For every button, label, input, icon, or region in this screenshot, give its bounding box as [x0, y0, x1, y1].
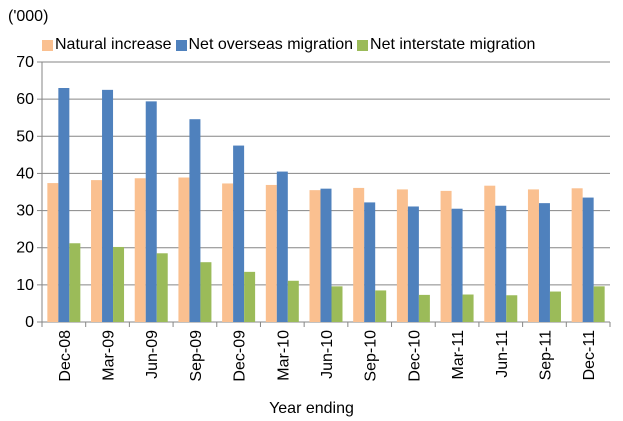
legend-item-natural-increase: Natural increase [42, 36, 172, 54]
x-tick-label: Mar-09 [101, 330, 118, 381]
bar-net-overseas-migration [58, 88, 70, 322]
bar-natural-increase [265, 184, 277, 322]
bar-net-interstate-migration [287, 280, 299, 322]
legend-label-net-overseas-migration: Net overseas migration [188, 36, 354, 53]
x-tick-label: Jun-09 [144, 330, 161, 379]
y-tick-label: 0 [25, 314, 34, 331]
bar-net-interstate-migration [549, 291, 561, 322]
bar-natural-increase [571, 188, 583, 322]
y-tick-label: 40 [16, 165, 34, 182]
bar-natural-increase [527, 189, 539, 322]
bar-natural-increase [484, 185, 496, 322]
y-tick-label: 20 [16, 240, 34, 257]
y-tick-label: 10 [16, 277, 34, 294]
bar-natural-increase [47, 183, 59, 322]
bar-net-overseas-migration [538, 203, 550, 322]
x-tick-label: Dec-09 [232, 330, 249, 382]
x-tick-label: Mar-10 [275, 330, 292, 381]
x-tick-label: Mar-11 [450, 330, 467, 380]
legend-item-net-interstate-migration: Net interstate migration [357, 36, 535, 54]
legend-swatch-natural-increase [42, 39, 53, 51]
chart-legend: Natural increase Net overseas migration … [42, 36, 539, 54]
y-tick-label: 30 [16, 203, 34, 220]
legend-label-net-interstate-migration: Net interstate migration [370, 36, 536, 53]
bar-net-overseas-migration [233, 145, 245, 322]
legend-swatch-net-interstate-migration [357, 39, 369, 51]
x-tick-label: Dec-08 [57, 330, 74, 382]
unit-label: ('000) [8, 8, 49, 25]
bar-net-overseas-migration [145, 101, 157, 322]
bar-net-overseas-migration [582, 197, 594, 322]
bar-net-overseas-migration [495, 205, 507, 322]
bar-net-interstate-migration [375, 290, 387, 322]
bar-net-overseas-migration [276, 171, 288, 322]
x-tick-label: Jun-11 [494, 330, 511, 378]
legend-label-natural-increase: Natural increase [55, 36, 172, 53]
x-tick-label: Dec-10 [406, 330, 423, 382]
legend-swatch-net-overseas-migration [175, 39, 187, 51]
bar-natural-increase [91, 180, 103, 322]
x-axis-title: Year ending [269, 400, 354, 417]
bar-net-interstate-migration [462, 294, 474, 322]
bar-net-interstate-migration [113, 246, 125, 322]
bar-net-interstate-migration [244, 271, 256, 322]
x-tick-label: Sep-10 [363, 330, 380, 382]
x-tick-label: Dec-11 [581, 330, 598, 380]
bar-natural-increase [178, 177, 190, 322]
x-tick-label: Sep-09 [188, 330, 205, 382]
bar-net-overseas-migration [320, 188, 332, 322]
bar-net-interstate-migration [200, 262, 212, 322]
bar-net-overseas-migration [364, 202, 376, 322]
y-tick-label: 50 [16, 128, 34, 145]
x-tick-label: Sep-11 [537, 330, 554, 381]
bar-net-overseas-migration [407, 206, 419, 322]
bar-net-interstate-migration [69, 243, 81, 322]
bar-net-overseas-migration [102, 89, 114, 322]
bar-net-overseas-migration [189, 119, 201, 322]
bar-natural-increase [440, 190, 452, 322]
bar-net-interstate-migration [418, 294, 430, 322]
bar-net-interstate-migration [156, 253, 168, 322]
bar-net-interstate-migration [506, 295, 518, 322]
bar-natural-increase [222, 183, 234, 322]
bar-natural-increase [134, 178, 146, 322]
bar-natural-increase [309, 190, 321, 322]
y-tick-label: 60 [16, 91, 34, 108]
bar-net-interstate-migration [331, 286, 343, 322]
x-tick-label: Jun-10 [319, 330, 336, 379]
y-tick-label: 70 [16, 54, 34, 71]
bar-net-interstate-migration [593, 286, 605, 322]
legend-item-net-overseas-migration: Net overseas migration [175, 36, 354, 54]
bar-natural-increase [353, 187, 365, 322]
bar-net-overseas-migration [451, 208, 463, 322]
bar-natural-increase [396, 189, 408, 322]
